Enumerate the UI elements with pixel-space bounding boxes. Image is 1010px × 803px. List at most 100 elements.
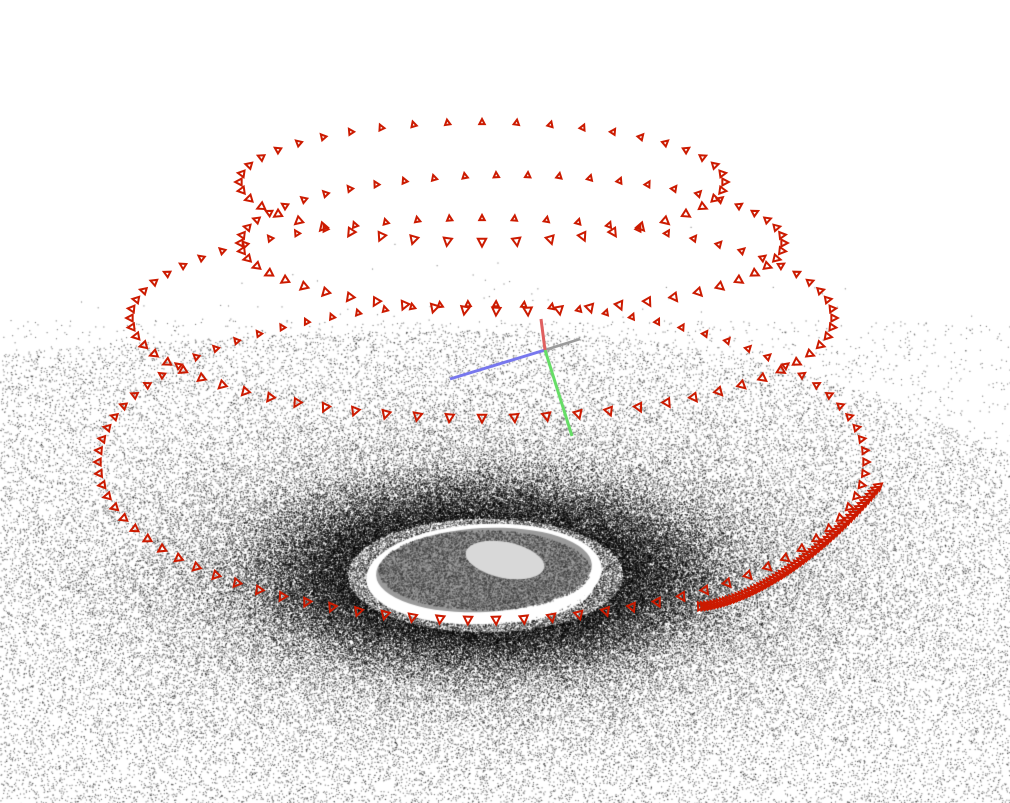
camera-frustum-marker xyxy=(710,161,721,171)
camera-frustum-marker xyxy=(811,381,822,391)
camera-frustum-marker xyxy=(92,456,102,468)
camera-frustum-marker xyxy=(250,259,262,270)
camera-frustum-marker xyxy=(762,216,773,226)
camera-frustum-marker xyxy=(857,479,868,490)
camera-frustum-marker xyxy=(443,117,453,127)
camera-frustum-marker xyxy=(321,189,331,199)
camera-frustum-marker xyxy=(546,301,556,311)
camera-frustum-marker xyxy=(771,252,783,263)
camera-frustum-marker xyxy=(823,295,834,306)
camera-frustum-marker xyxy=(436,299,445,309)
camera-frustum-marker xyxy=(540,411,552,423)
camera-frustum-marker xyxy=(830,312,840,324)
camera-frustum-marker xyxy=(280,202,291,212)
camera-frustum-marker xyxy=(862,456,872,468)
camera-frustum-marker xyxy=(293,228,303,239)
camera-frustum-marker xyxy=(796,371,807,381)
camera-frustum-marker xyxy=(242,192,254,203)
camera-frustum-marker xyxy=(351,219,361,230)
camera-frustum-marker xyxy=(293,214,306,226)
camera-frustum-marker xyxy=(476,237,488,249)
camera-frustum-marker xyxy=(255,154,267,163)
camera-frustum-marker xyxy=(713,279,726,291)
camera-frustum-marker xyxy=(741,568,754,581)
camera-frustum-marker xyxy=(607,127,617,137)
camera-frustum-marker xyxy=(795,542,808,553)
camera-frustum-marker xyxy=(381,408,393,421)
camera-frustum-marker xyxy=(687,391,699,404)
camera-frustum-marker xyxy=(712,385,724,397)
camera-frustum-marker xyxy=(347,225,358,239)
camera-frustum-marker xyxy=(409,233,421,247)
camera-frustum-marker xyxy=(742,344,753,354)
camera-frustum-marker xyxy=(699,329,709,339)
camera-frustum-marker xyxy=(780,362,791,372)
camera-frustum-marker xyxy=(328,601,339,614)
camera-frustum-marker xyxy=(241,223,252,233)
camera-frustum-marker xyxy=(667,290,679,303)
camera-frustum-marker xyxy=(633,223,642,234)
camera-frustum-marker xyxy=(517,614,530,626)
camera-frustum-marker xyxy=(173,362,184,372)
camera-frustum-marker xyxy=(612,299,624,312)
camera-frustum-marker xyxy=(722,336,732,346)
camera-frustum-marker xyxy=(401,175,410,186)
camera-frustum-marker xyxy=(377,230,389,243)
camera-frustum-marker xyxy=(96,434,107,445)
camera-frustum-marker xyxy=(583,302,595,315)
camera-frustum-marker xyxy=(668,184,678,194)
camera-frustum-marker xyxy=(710,192,722,203)
camera-frustum-marker xyxy=(129,392,140,401)
camera-frustum-marker xyxy=(625,601,636,614)
camera-frustum-marker xyxy=(178,262,189,272)
camera-frustum-marker xyxy=(554,170,563,180)
camera-frustum-marker xyxy=(137,286,149,297)
camera-frustum-marker xyxy=(693,189,703,199)
camera-frustum-marker xyxy=(130,330,141,341)
camera-frustum-marker xyxy=(688,233,698,244)
camera-frustum-marker xyxy=(320,285,333,298)
camera-frustum-marker xyxy=(96,479,107,490)
camera-frustum-marker xyxy=(195,371,208,383)
camera-frustum-marker xyxy=(266,233,276,244)
camera-frustum-marker xyxy=(543,233,555,247)
camera-frustum-marker xyxy=(142,381,153,391)
camera-frustum-marker xyxy=(736,246,747,257)
camera-frustum-marker xyxy=(373,179,382,190)
camera-frustum-marker xyxy=(400,299,412,312)
camera-frustum-marker xyxy=(321,401,333,414)
camera-frustum-marker xyxy=(721,176,731,188)
camera-frustum-marker xyxy=(462,615,474,627)
camera-frustum-marker xyxy=(573,216,582,227)
camera-frustum-marker xyxy=(191,352,202,363)
camera-frustum-marker xyxy=(101,490,113,501)
camera-frustum-marker xyxy=(775,262,786,272)
camera-frustum-marker xyxy=(491,298,501,308)
camera-frustum-marker xyxy=(749,209,761,219)
axis-line-x xyxy=(539,318,547,351)
camera-frustum-marker xyxy=(660,396,671,409)
camera-frustum-marker xyxy=(575,230,587,243)
camera-frustum-marker xyxy=(603,219,613,230)
camera-frustum-marker xyxy=(844,501,856,512)
camera-frustum-marker xyxy=(322,223,331,234)
camera-frustum-marker xyxy=(844,412,856,423)
camera-frustum-marker xyxy=(350,405,362,418)
camera-frustum-marker xyxy=(254,583,266,596)
camera-frustum-marker xyxy=(762,352,773,363)
camera-frustum-marker xyxy=(660,139,670,149)
camera-frustum-marker xyxy=(490,615,502,627)
camera-frustum-marker xyxy=(652,316,661,327)
axis-line-neutral xyxy=(544,337,581,352)
camera-frustum-marker xyxy=(157,371,168,381)
camera-frustum-marker xyxy=(255,200,267,211)
camera-frustum-marker xyxy=(128,522,141,533)
camera-frustum-marker xyxy=(476,413,488,425)
camera-frustum-marker xyxy=(775,363,787,374)
camera-frustum-marker xyxy=(232,576,244,589)
camera-frustum-marker xyxy=(477,212,487,222)
camera-frustum-marker xyxy=(347,127,357,137)
camera-frustum-marker xyxy=(243,161,254,171)
